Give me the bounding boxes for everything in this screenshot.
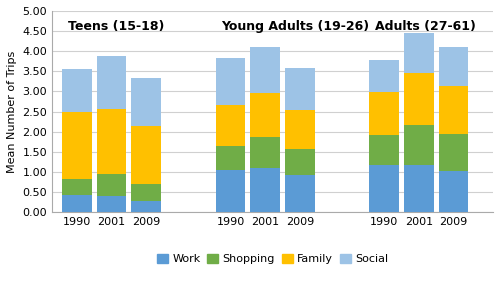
Bar	[404, 33, 434, 73]
Bar	[369, 60, 399, 92]
Bar	[404, 73, 434, 125]
Bar	[216, 105, 246, 146]
Bar	[404, 125, 434, 165]
Bar	[96, 174, 126, 196]
Bar	[285, 68, 314, 110]
Bar	[250, 47, 280, 93]
Bar	[216, 170, 246, 212]
Bar	[438, 86, 468, 134]
Bar	[404, 165, 434, 212]
Bar	[132, 184, 161, 201]
Bar	[250, 93, 280, 137]
Bar	[369, 92, 399, 135]
Bar	[62, 69, 92, 112]
Bar	[438, 134, 468, 171]
Bar	[285, 175, 314, 212]
Bar	[438, 171, 468, 212]
Text: Young Adults (19-26): Young Adults (19-26)	[222, 20, 370, 33]
Legend: Work, Shopping, Family, Social: Work, Shopping, Family, Social	[152, 250, 393, 269]
Bar	[216, 58, 246, 105]
Text: Teens (15-18): Teens (15-18)	[68, 20, 164, 33]
Bar	[96, 196, 126, 212]
Bar	[250, 137, 280, 168]
Bar	[62, 195, 92, 212]
Bar	[96, 56, 126, 109]
Bar	[250, 168, 280, 212]
Bar	[62, 179, 92, 195]
Y-axis label: Mean Number of Trips: Mean Number of Trips	[7, 50, 17, 173]
Bar	[132, 201, 161, 212]
Bar	[96, 109, 126, 174]
Bar	[216, 146, 246, 170]
Bar	[132, 78, 161, 127]
Bar	[132, 127, 161, 184]
Bar	[285, 149, 314, 175]
Text: Adults (27-61): Adults (27-61)	[375, 20, 476, 33]
Bar	[369, 165, 399, 212]
Bar	[285, 110, 314, 149]
Bar	[369, 135, 399, 165]
Bar	[438, 47, 468, 86]
Bar	[62, 112, 92, 179]
